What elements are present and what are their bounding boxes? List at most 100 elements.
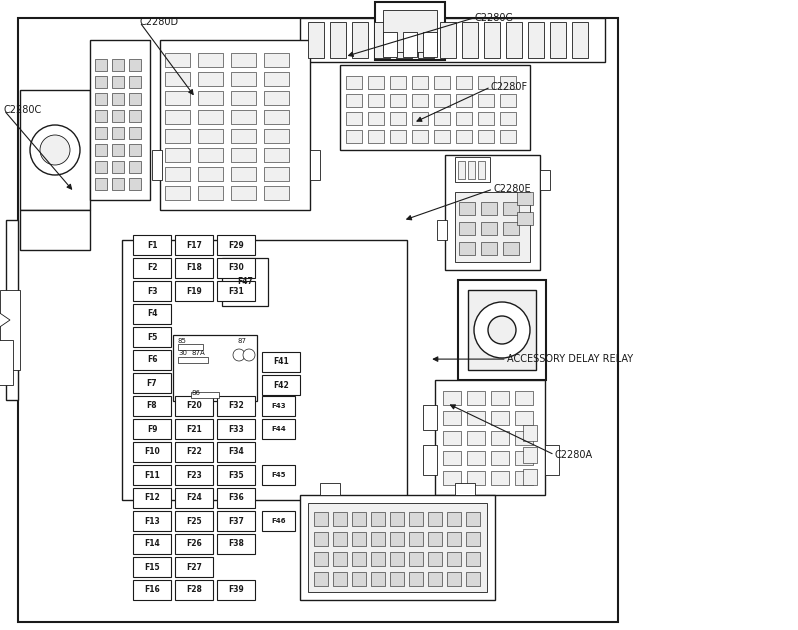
Bar (112, 127, 124, 139)
Bar (262, 511, 295, 531)
Bar (383, 32, 397, 57)
Bar (90, 40, 150, 200)
Text: F41: F41 (273, 357, 289, 367)
Bar (443, 471, 461, 485)
Bar (468, 161, 475, 179)
Bar (352, 22, 368, 58)
Bar (133, 350, 171, 370)
Text: F36: F36 (228, 493, 244, 503)
Bar (440, 22, 456, 58)
Text: F22: F22 (186, 447, 202, 457)
Circle shape (233, 349, 245, 361)
Bar (217, 442, 255, 462)
Bar (428, 552, 442, 566)
Circle shape (30, 125, 80, 175)
Bar (175, 511, 213, 531)
Bar (478, 112, 494, 125)
Bar (175, 465, 213, 485)
Text: F1: F1 (147, 241, 157, 249)
Text: F33: F33 (228, 425, 244, 433)
Bar (95, 76, 107, 88)
Bar (320, 483, 340, 495)
Bar (314, 512, 328, 526)
Bar (423, 405, 437, 430)
Bar (447, 552, 461, 566)
Bar (500, 112, 516, 125)
Text: F18: F18 (186, 263, 202, 273)
Text: C2280A: C2280A (555, 450, 593, 460)
Bar (300, 18, 605, 62)
Circle shape (40, 135, 70, 165)
Text: F19: F19 (186, 287, 202, 295)
Text: F11: F11 (144, 471, 160, 479)
Bar (346, 76, 362, 89)
Bar (264, 186, 289, 200)
Bar (129, 76, 141, 88)
Text: C2280F: C2280F (491, 82, 528, 92)
Bar (467, 431, 485, 445)
Bar (198, 110, 223, 124)
Bar (198, 148, 223, 162)
Bar (412, 76, 428, 89)
Bar (112, 144, 124, 156)
Bar (390, 572, 404, 586)
Bar (95, 110, 107, 122)
Bar (545, 445, 559, 475)
Bar (368, 94, 384, 107)
Bar (160, 40, 310, 210)
Bar (352, 512, 366, 526)
Bar (217, 534, 255, 554)
Bar (198, 91, 223, 105)
Bar (443, 411, 461, 425)
Bar (165, 148, 190, 162)
Bar (314, 532, 328, 546)
Bar (517, 192, 533, 205)
Bar (198, 167, 223, 181)
Text: 30: 30 (178, 350, 187, 356)
Bar (467, 471, 485, 485)
Bar (333, 552, 347, 566)
Bar (129, 127, 141, 139)
Bar (434, 94, 450, 107)
Bar (428, 572, 442, 586)
Bar (217, 419, 255, 439)
Bar (0, 290, 20, 370)
Bar (478, 130, 494, 143)
Bar (262, 375, 300, 395)
Text: F24: F24 (186, 493, 202, 503)
Bar (231, 91, 256, 105)
Polygon shape (0, 305, 10, 335)
Text: F29: F29 (228, 241, 244, 249)
Bar (503, 202, 519, 215)
Bar (231, 167, 256, 181)
Bar (264, 72, 289, 86)
Bar (412, 130, 428, 143)
Bar (175, 580, 213, 600)
Bar (20, 210, 90, 250)
Bar (428, 532, 442, 546)
Text: C2280G: C2280G (475, 13, 514, 23)
Bar (371, 532, 385, 546)
Text: F43: F43 (271, 403, 286, 409)
Bar (175, 442, 213, 462)
Bar (456, 76, 472, 89)
Bar (340, 65, 530, 150)
Bar (467, 391, 485, 405)
Bar (390, 130, 406, 143)
Text: 85: 85 (178, 338, 187, 344)
Bar (523, 469, 537, 485)
Bar (368, 76, 384, 89)
Bar (434, 76, 450, 89)
Bar (262, 419, 295, 439)
Bar (458, 161, 465, 179)
Bar (352, 572, 366, 586)
Bar (383, 10, 437, 52)
Bar (481, 202, 497, 215)
Bar (333, 532, 347, 546)
Bar (396, 22, 412, 58)
Bar (491, 431, 509, 445)
Bar (466, 532, 480, 546)
Bar (264, 129, 289, 143)
Bar (178, 344, 203, 350)
Bar (390, 112, 406, 125)
